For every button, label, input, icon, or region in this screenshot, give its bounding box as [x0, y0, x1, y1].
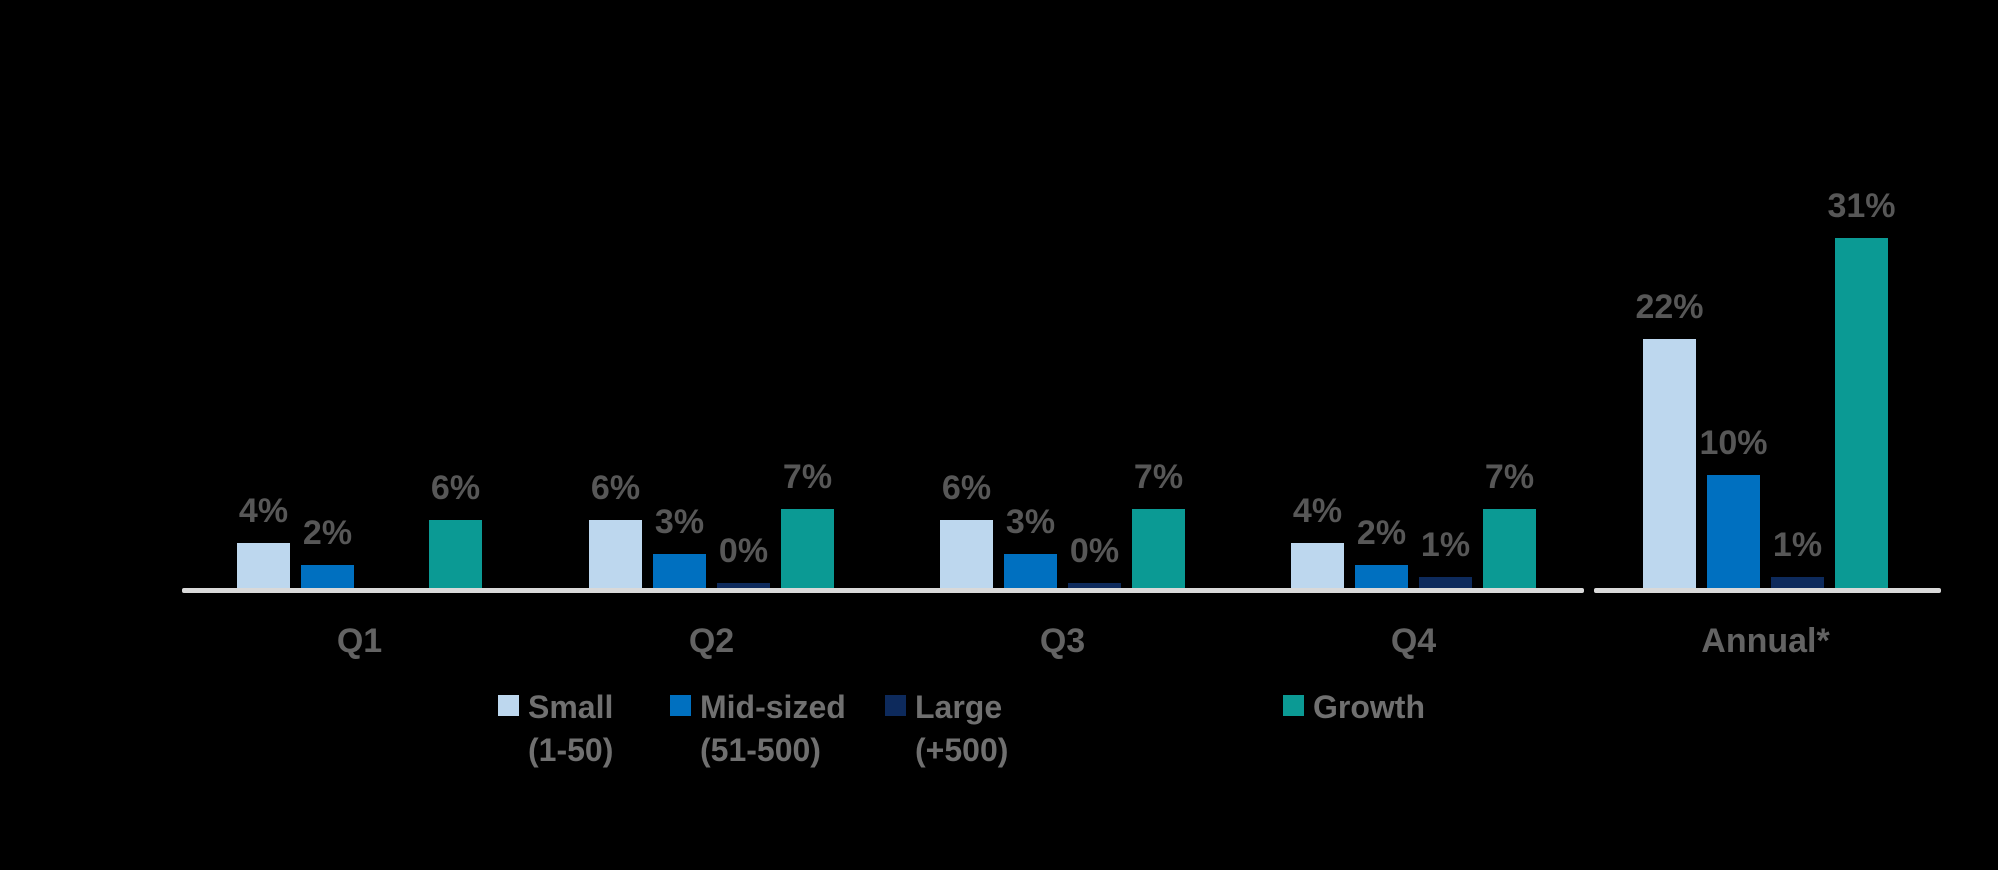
bar-small-annual [1643, 339, 1696, 588]
category-label-q4: Q4 [1390, 622, 1437, 660]
value-label-small-annual: 22% [1635, 288, 1704, 326]
bar-mid-sized-q2 [653, 554, 706, 588]
bar-small-q3 [940, 520, 993, 588]
legend-swatch-growth [1283, 695, 1304, 716]
bar-mid-sized-q3 [1004, 554, 1057, 588]
category-label-q1: Q1 [336, 622, 383, 660]
legend-label-small: Small (1-50) [528, 689, 614, 768]
value-label-large-q3: 0% [1069, 532, 1120, 570]
value-label-growth-q3: 7% [1133, 458, 1184, 496]
legend-item-growth: Growth [1283, 686, 1425, 729]
legend-item-mid-sized: Mid-sized (51-500) [670, 686, 846, 772]
bar-large-q4 [1419, 577, 1472, 588]
bar-mid-sized-annual [1707, 475, 1760, 588]
value-label-mid-sized-annual: 10% [1699, 424, 1768, 462]
bar-growth-q1 [429, 520, 482, 588]
value-label-growth-q1: 6% [430, 469, 481, 507]
value-label-small-q1: 4% [238, 492, 289, 530]
value-label-mid-sized-q3: 3% [1005, 503, 1056, 541]
legend-label-growth: Growth [1313, 689, 1425, 725]
legend-label-large: Large (+500) [915, 689, 1009, 768]
bar-small-q1 [237, 543, 290, 588]
legend-item-small: Small (1-50) [498, 686, 613, 772]
value-label-growth-annual: 31% [1827, 187, 1896, 225]
bar-mid-sized-q4 [1355, 565, 1408, 588]
category-label-q2: Q2 [688, 622, 735, 660]
legend-swatch-small [498, 695, 519, 716]
bar-growth-q3 [1132, 509, 1185, 588]
value-label-small-q2: 6% [590, 469, 641, 507]
bar-growth-q4 [1483, 509, 1536, 588]
value-label-small-q4: 4% [1292, 492, 1343, 530]
bar-large-annual [1771, 577, 1824, 588]
category-label-q3: Q3 [1039, 622, 1086, 660]
bar-growth-annual [1835, 238, 1888, 588]
bar-mid-sized-q1 [301, 565, 354, 588]
value-label-growth-q4: 7% [1484, 458, 1535, 496]
value-label-small-q3: 6% [941, 469, 992, 507]
bar-small-q4 [1291, 543, 1344, 588]
x-axis-line-quarters [182, 588, 1584, 593]
value-label-large-q2: 0% [718, 532, 769, 570]
category-label-annual: Annual* [1701, 622, 1830, 660]
value-label-large-q4: 1% [1420, 526, 1471, 564]
legend-item-large: Large (+500) [885, 686, 1008, 772]
legend-swatch-large [885, 695, 906, 716]
bar-small-q2 [589, 520, 642, 588]
legend-label-mid-sized: Mid-sized (51-500) [700, 689, 846, 768]
x-axis-line-annual [1594, 588, 1941, 593]
value-label-large-annual: 1% [1772, 526, 1823, 564]
bar-large-q3 [1068, 583, 1121, 588]
value-label-growth-q2: 7% [782, 458, 833, 496]
value-label-mid-sized-q2: 3% [654, 503, 705, 541]
legend-swatch-mid-sized [670, 695, 691, 716]
bar-growth-q2 [781, 509, 834, 588]
value-label-mid-sized-q1: 2% [302, 514, 353, 552]
bar-large-q2 [717, 583, 770, 588]
value-label-mid-sized-q4: 2% [1356, 514, 1407, 552]
